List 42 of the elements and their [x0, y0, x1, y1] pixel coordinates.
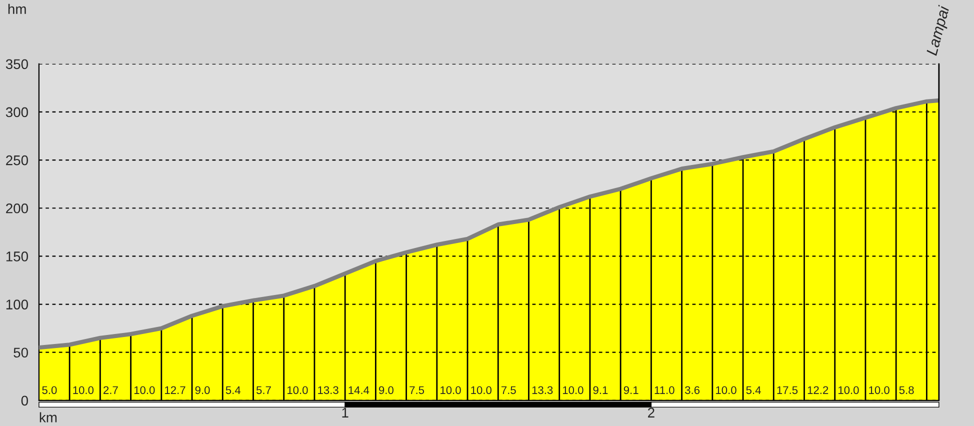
annotation: 10.0 [838, 386, 859, 394]
y-tick-label: 50 [14, 348, 28, 358]
annotation: 10.0 [440, 386, 461, 394]
annotation: 13.3 [318, 386, 338, 394]
annotation: 2.7 [104, 386, 118, 394]
x-axis-title: km [40, 412, 57, 422]
annotation: 10.0 [471, 386, 492, 394]
y-axis-title: hm [8, 4, 26, 14]
x-tick-label: 2 [648, 408, 654, 418]
annotation: 10.0 [869, 386, 890, 394]
annotation: 9.0 [378, 386, 394, 394]
annotation: 9.1 [624, 386, 638, 394]
annotation: 17.5 [777, 386, 798, 394]
annotation: 10.0 [73, 386, 94, 394]
y-tick-label: 250 [6, 155, 28, 166]
y-tick-label: 150 [6, 252, 28, 262]
annotation: 9.0 [195, 386, 210, 394]
annotation: 11.0 [654, 386, 674, 394]
annotation: 9.1 [593, 386, 608, 394]
annotation: 13.3 [532, 386, 553, 394]
annotation: 7.5 [501, 386, 516, 394]
ref-line-label: Lampai [926, 4, 952, 57]
annotation: 10.0 [716, 386, 736, 394]
y-tick-label: 300 [6, 107, 28, 118]
annotation: 10.0 [287, 386, 308, 394]
y-tick-label: 100 [6, 300, 28, 310]
x-tick-label: 1 [342, 408, 348, 418]
annotation: 14.4 [348, 386, 370, 394]
y-tick-label: 0 [21, 396, 28, 406]
y-tick-label: 200 [6, 203, 28, 214]
annotation: 5.7 [256, 386, 271, 394]
annotation: 5.4 [226, 386, 241, 394]
annotation: 3.6 [685, 386, 700, 394]
annotation: 12.2 [808, 386, 828, 394]
y-tick-label: 350 [6, 59, 28, 70]
annotation: 12.7 [165, 386, 186, 394]
annotation: 7.5 [410, 386, 424, 394]
annotation: 5.8 [899, 386, 914, 394]
annotation: 5.0 [42, 386, 57, 394]
annotation: 10.0 [562, 386, 584, 394]
annotation: 5.4 [746, 386, 761, 394]
annotation: 10.0 [134, 386, 155, 394]
